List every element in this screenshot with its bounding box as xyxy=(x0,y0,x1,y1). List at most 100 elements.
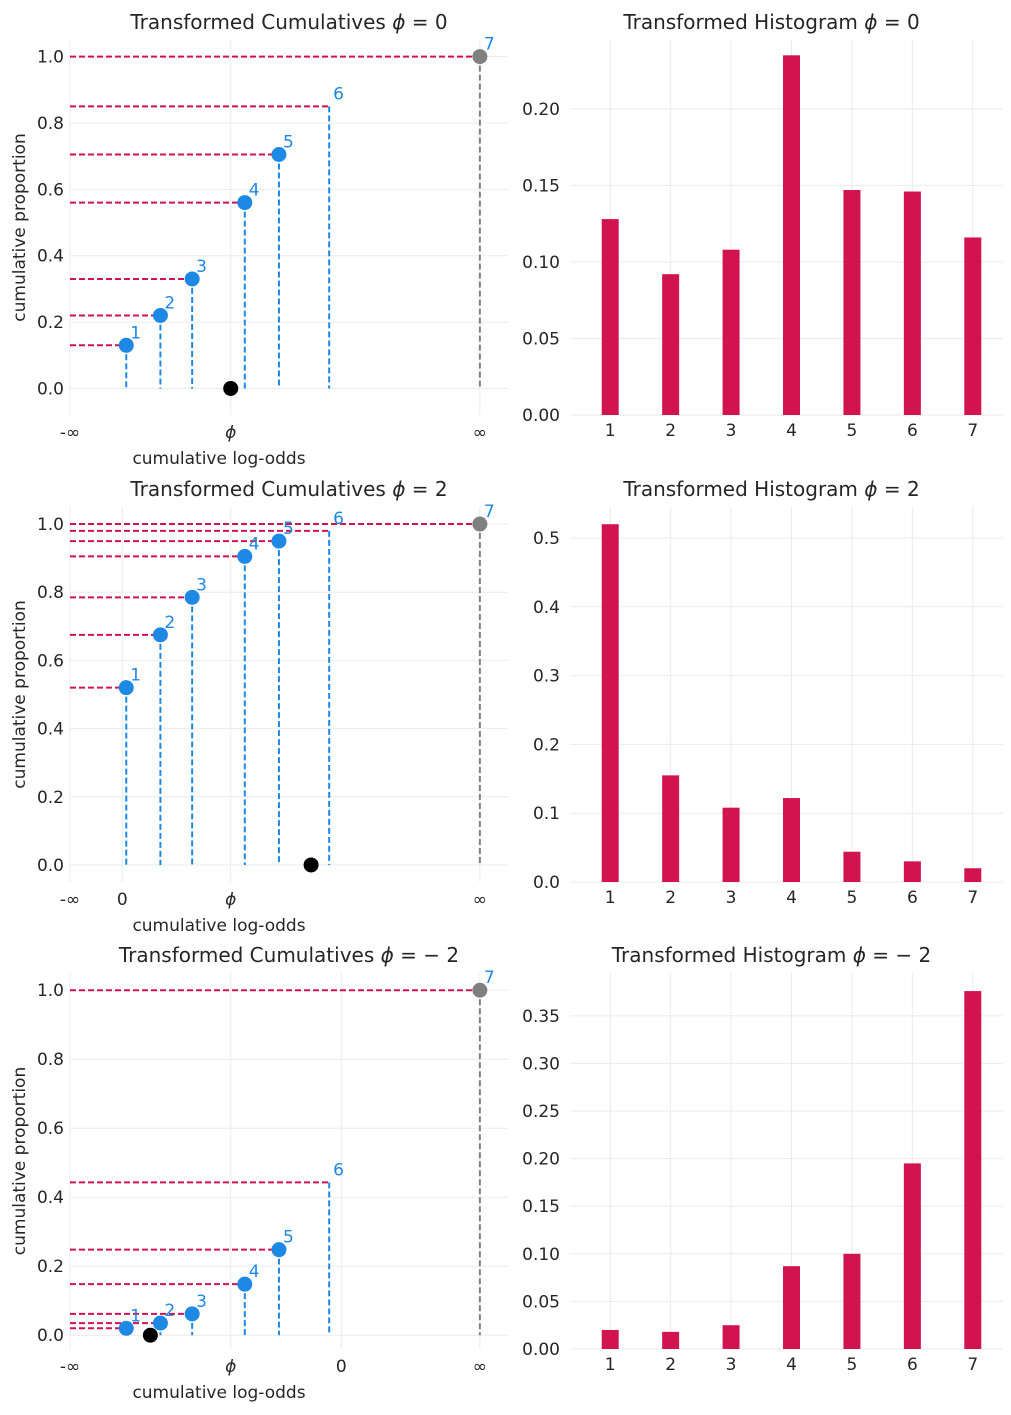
point-label-2: 2 xyxy=(164,293,175,313)
cumulative-point-3 xyxy=(184,1306,200,1322)
bar-1 xyxy=(601,219,619,415)
phi-point xyxy=(142,1327,158,1343)
panel-2-bar: 0.00 0.05 0.10 0.15 0.20 1 2 3 4 5 6 7 Transformed H… xyxy=(522,10,1003,441)
y-tick-label: 0.2 xyxy=(533,735,560,755)
chart-title: Transformed Histogram ϕ = − 2 xyxy=(611,943,931,967)
y-tick-label: 0.00 xyxy=(522,406,560,426)
x-axis-label: cumulative log-odds xyxy=(132,1383,305,1403)
cumulative-point-5 xyxy=(271,1242,287,1258)
bar-7 xyxy=(964,991,982,1349)
y-tick-label: 0.05 xyxy=(522,1292,560,1312)
y-tick-label: 0.6 xyxy=(37,180,64,200)
x-tick-label: ϕ xyxy=(225,890,236,910)
y-tick-label: 0.4 xyxy=(533,598,560,618)
x-tick-label: 0 xyxy=(336,1357,347,1377)
point-label-4: 4 xyxy=(249,1262,260,1282)
bar-5 xyxy=(843,190,861,415)
cumulative-point-4 xyxy=(237,195,253,211)
bar-5 xyxy=(843,1253,861,1349)
x-axis-label: cumulative log-odds xyxy=(132,449,305,469)
x-tick-label: 6 xyxy=(907,888,918,908)
x-tick-label: 2 xyxy=(665,888,676,908)
chart-title: Transformed Histogram ϕ = 2 xyxy=(622,477,919,501)
y-tick-label: 0.05 xyxy=(522,329,560,349)
bar-3 xyxy=(722,1325,740,1349)
x-tick-label: ∞ xyxy=(473,890,487,910)
x-tick-label: 5 xyxy=(847,888,858,908)
y-axis-label: cumulative proportion xyxy=(10,133,30,321)
point-label-6: 6 xyxy=(333,509,344,529)
cumulative-point-5 xyxy=(271,533,287,549)
cumulative-point-3 xyxy=(184,589,200,605)
y-tick-label: 0.8 xyxy=(37,114,64,134)
y-tick-label: 0.15 xyxy=(522,176,560,196)
point-label-5: 5 xyxy=(283,1228,294,1248)
chart-title: Transformed Cumulatives ϕ = 0 xyxy=(129,10,447,34)
y-tick-label: 0.4 xyxy=(37,720,64,740)
panel-5-scatter: 0.0 0.2 0.4 0.6 0.8 1.0 -∞ ϕ 0 ∞ 1 2 3 4 5 6 7 Transforme… xyxy=(10,943,508,1403)
y-tick-label: 0.0 xyxy=(37,856,64,876)
point-label-6: 6 xyxy=(333,84,344,104)
panel-6-bar: 0.00 0.05 0.10 0.15 0.20 0.25 0.30 0.35 1 2 3 4 5 6 7 T… xyxy=(522,943,1003,1375)
panel-3-scatter: 0.0 0.2 0.4 0.6 0.8 1.0 -∞ 0 ϕ ∞ 1 2 3 4 5 6 7 Transforme… xyxy=(10,477,508,936)
x-tick-label: 1 xyxy=(605,1355,616,1375)
bar-4 xyxy=(783,798,800,882)
bar-2 xyxy=(662,274,680,415)
x-tick-label: 1 xyxy=(605,421,616,441)
y-tick-label: 0.10 xyxy=(522,253,560,273)
point-label-7: 7 xyxy=(484,502,495,522)
bar-4 xyxy=(783,55,800,415)
panel-1-scatter: 0.0 0.2 0.4 0.6 0.8 1.0 -∞ ϕ ∞ 1 2 3 4 5 6 7 Transformed… xyxy=(10,10,508,469)
y-tick-label: 0.5 xyxy=(533,529,560,549)
point-label-7: 7 xyxy=(484,968,495,988)
chart-title: Transformed Histogram ϕ = 0 xyxy=(622,10,919,34)
bar-6 xyxy=(903,1163,921,1349)
x-tick-label: 0 xyxy=(117,890,128,910)
bar-2 xyxy=(662,1331,680,1349)
y-tick-label: 0.4 xyxy=(37,247,64,267)
x-tick-label: 7 xyxy=(967,888,978,908)
cumulative-point-1 xyxy=(118,680,134,696)
x-tick-label: 2 xyxy=(665,421,676,441)
cumulative-point-4 xyxy=(237,548,253,564)
x-tick-label: -∞ xyxy=(60,423,80,443)
x-tick-label: 7 xyxy=(967,1355,978,1375)
cumulative-point-2 xyxy=(152,1315,168,1331)
chart-title: Transformed Cumulatives ϕ = − 2 xyxy=(118,943,459,967)
y-tick-label: 0.8 xyxy=(37,1050,64,1070)
point-label-1: 1 xyxy=(130,1306,141,1326)
point-label-6: 6 xyxy=(333,1160,344,1180)
x-tick-label: ϕ xyxy=(225,1357,236,1377)
x-tick-label: 5 xyxy=(847,1355,858,1375)
y-tick-label: 0.20 xyxy=(522,1150,560,1170)
y-tick-label: 0.1 xyxy=(533,804,560,824)
cumulative-point-7 xyxy=(472,516,488,532)
y-tick-label: 1.0 xyxy=(37,515,64,535)
point-label-4: 4 xyxy=(249,181,260,201)
x-tick-label: 4 xyxy=(786,888,797,908)
phi-point xyxy=(223,380,239,396)
x-tick-label: 3 xyxy=(726,888,737,908)
bar-6 xyxy=(903,861,921,882)
phi-point xyxy=(303,857,319,873)
point-label-5: 5 xyxy=(283,519,294,539)
point-label-1: 1 xyxy=(130,323,141,343)
point-label-1: 1 xyxy=(130,666,141,686)
y-tick-label: 1.0 xyxy=(37,48,64,68)
y-tick-label: 0.2 xyxy=(37,788,64,808)
cumulative-point-2 xyxy=(152,627,168,643)
x-tick-label: -∞ xyxy=(60,1357,80,1377)
x-tick-label: 6 xyxy=(907,421,918,441)
x-tick-label: -∞ xyxy=(60,890,80,910)
cumulative-point-4 xyxy=(237,1276,253,1292)
point-label-4: 4 xyxy=(249,534,260,554)
x-tick-label: 1 xyxy=(605,888,616,908)
point-label-5: 5 xyxy=(283,132,294,152)
y-tick-label: 0.4 xyxy=(37,1188,64,1208)
y-tick-label: 0.6 xyxy=(37,1119,64,1139)
y-tick-label: 0.0 xyxy=(37,1326,64,1346)
bar-2 xyxy=(662,775,680,882)
y-tick-label: 0.0 xyxy=(533,873,560,893)
y-tick-label: 0.30 xyxy=(522,1054,560,1074)
